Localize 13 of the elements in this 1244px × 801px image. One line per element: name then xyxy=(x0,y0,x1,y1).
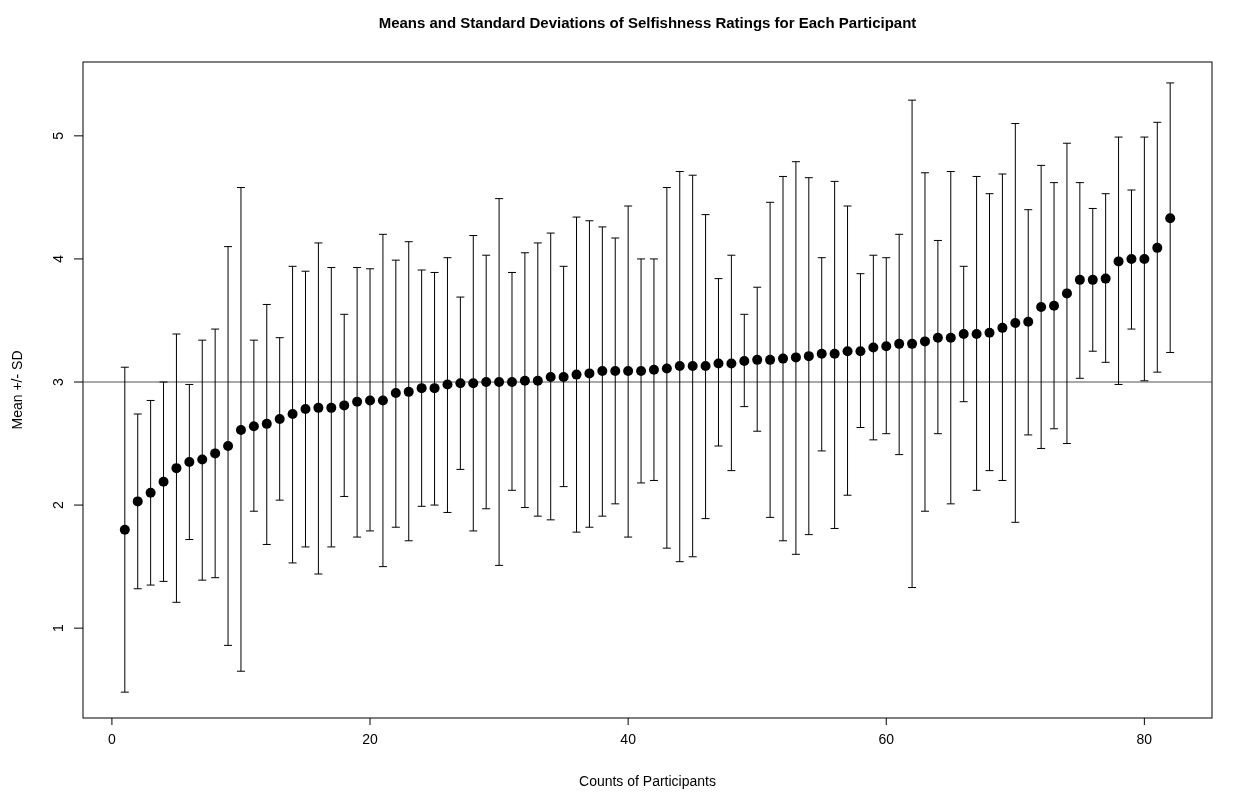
y-tick-label: 5 xyxy=(50,131,66,140)
y-tick-label: 3 xyxy=(50,377,66,386)
x-tick-label: 0 xyxy=(108,731,117,747)
y-tick-label: 1 xyxy=(50,624,66,633)
y-tick-label: 4 xyxy=(50,254,66,263)
x-tick-label: 80 xyxy=(1136,731,1153,747)
x-tick-label: 60 xyxy=(878,731,895,747)
y-tick-label: 2 xyxy=(50,500,66,509)
y-axis-title: Mean +/- SD xyxy=(9,350,25,430)
x-tick-label: 40 xyxy=(620,731,637,747)
x-axis-title: Counts of Participants xyxy=(579,773,716,789)
x-tick-label: 20 xyxy=(362,731,379,747)
chart-title: Means and Standard Deviations of Selfishness Ratings for Each Participant xyxy=(378,14,917,31)
